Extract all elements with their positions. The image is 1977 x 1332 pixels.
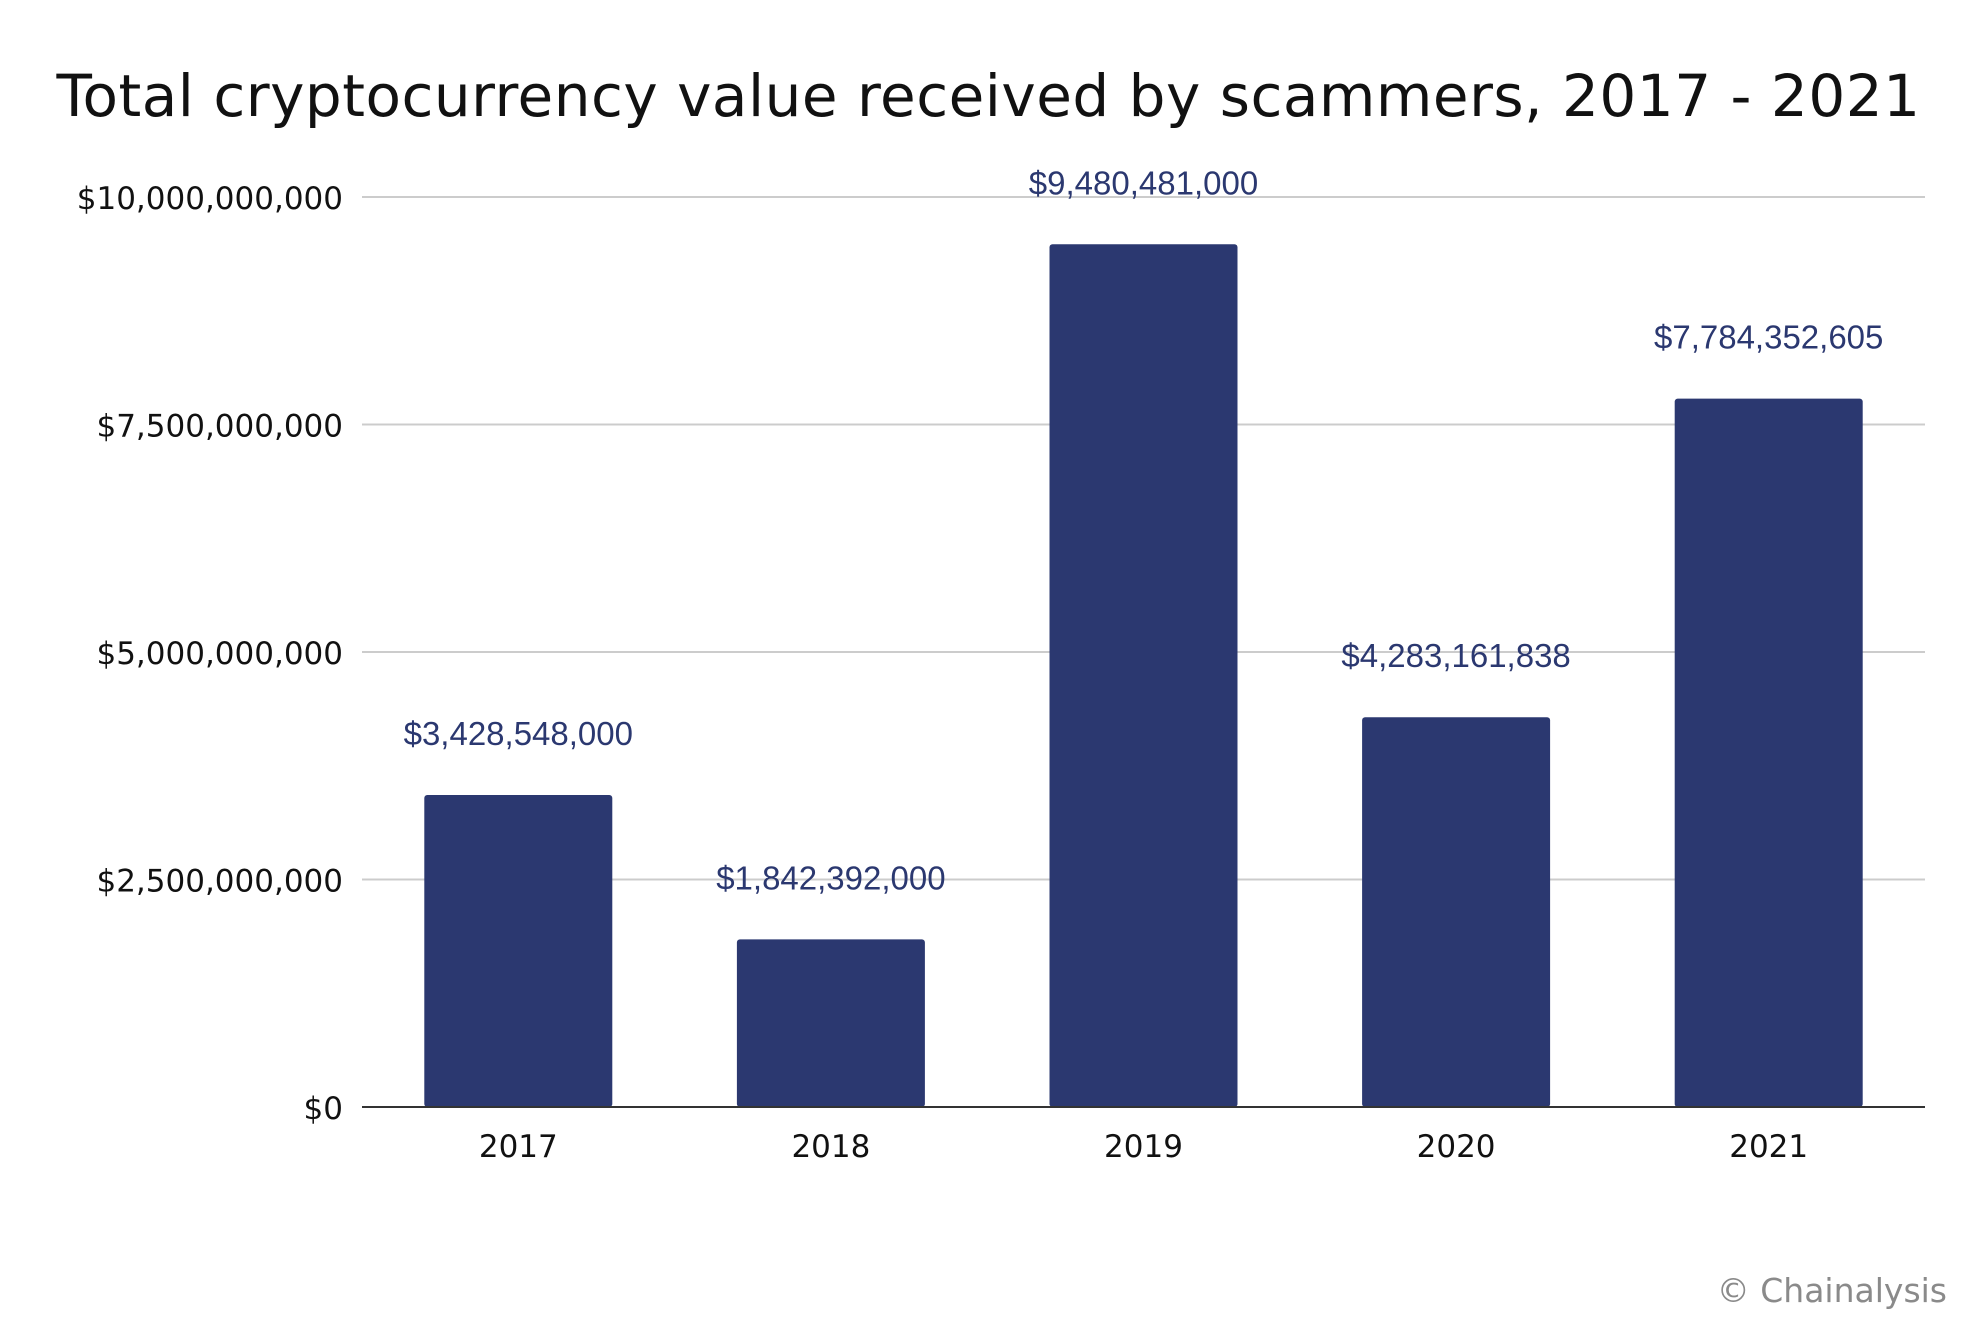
- y-tick-label: $10,000,000,000: [77, 181, 343, 217]
- x-tick-label: 2019: [1104, 1129, 1183, 1165]
- data-label: $3,428,548,000: [404, 715, 633, 752]
- data-label: $9,480,481,000: [1029, 164, 1258, 201]
- credit-text: © Chainalysis: [1716, 1271, 1947, 1310]
- x-tick-label: 2021: [1729, 1129, 1808, 1165]
- data-label: $4,283,161,838: [1341, 637, 1570, 674]
- bar-2018: [736, 939, 925, 1107]
- bars: [424, 244, 1863, 1107]
- y-tick-label: $5,000,000,000: [96, 636, 343, 672]
- x-axis-tick-labels: 2017 2018 2019 2020 2021: [479, 1129, 1808, 1165]
- y-tick-label: $7,500,000,000: [96, 409, 343, 445]
- data-label: $1,842,392,000: [716, 859, 945, 896]
- y-tick-label: $2,500,000,000: [96, 864, 343, 900]
- data-labels: $3,428,548,000 $1,842,392,000 $9,480,481,0…: [404, 164, 1884, 896]
- y-axis-tick-labels: $0 $2,500,000,000 $5,000,000,000 $7,500,000…: [77, 181, 343, 1127]
- y-tick-label: $0: [304, 1091, 343, 1127]
- x-tick-label: 2017: [479, 1129, 558, 1165]
- bar-2020: [1362, 717, 1551, 1107]
- data-label: $7,784,352,605: [1654, 319, 1883, 356]
- bar-2021: [1674, 398, 1863, 1107]
- bar-2019: [1049, 244, 1238, 1107]
- bar-2017: [424, 795, 613, 1107]
- x-tick-label: 2020: [1417, 1129, 1496, 1165]
- x-tick-label: 2018: [791, 1129, 870, 1165]
- chart-title: Total cryptocurrency value received by s…: [56, 62, 1921, 130]
